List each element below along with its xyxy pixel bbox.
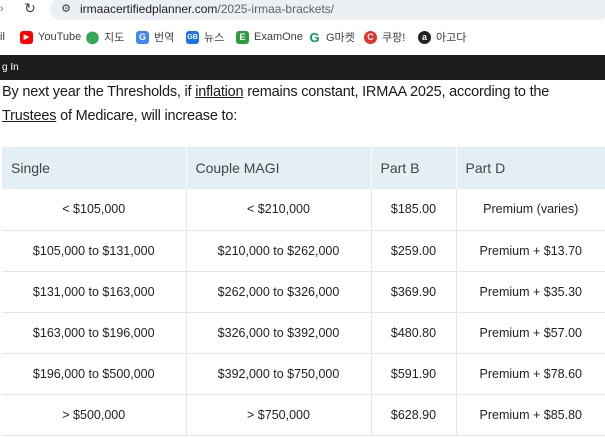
trustees-link[interactable]: Trustees	[2, 108, 57, 124]
header-part-b: Part B	[371, 147, 457, 189]
bookmark-label: G마켓	[326, 32, 355, 44]
cell-couple: $392,000 to $750,000	[186, 353, 372, 395]
intro-text-1: By next year the Thresholds, if	[2, 84, 196, 100]
bookmark-label: 지도	[104, 32, 125, 44]
site-header-bar: g In	[0, 55, 605, 80]
bookmark-map[interactable]: ⬤ 지도	[86, 29, 124, 45]
url-text[interactable]: irmaacertifiedplanner.com/2025-irmaa-bra…	[80, 1, 334, 17]
gmarket-icon: G	[309, 29, 320, 45]
cell-part-d: Premium + $13.70	[456, 230, 605, 272]
cell-part-b: $185.00	[371, 189, 457, 231]
site-info-icon[interactable]: ⚙	[61, 3, 71, 15]
bookmark-agoda[interactable]: a 아고다	[418, 29, 466, 45]
cell-couple: $210,000 to $262,000	[186, 230, 372, 272]
map-pin-icon: ⬤	[85, 30, 100, 44]
bookmarks-bar: il ▶ YouTube ⬤ 지도 G 번역 GB 뉴스 E ExamOne G…	[0, 26, 605, 48]
cell-single: > $500,000	[2, 394, 187, 436]
login-link[interactable]: g In	[2, 62, 19, 73]
cell-part-b: $480.80	[371, 312, 457, 354]
header-single: Single	[2, 147, 187, 189]
cell-part-d: Premium + $85.80	[456, 394, 605, 436]
inflation-link[interactable]: inflation	[195, 84, 244, 100]
cell-part-b: $628.90	[371, 394, 457, 436]
bookmark-news[interactable]: GB 뉴스	[186, 29, 224, 45]
bookmark-youtube[interactable]: ▶ YouTube	[20, 29, 81, 45]
cell-part-d: Premium + $78.60	[456, 353, 605, 395]
bookmark-label: 아고다	[436, 32, 467, 44]
news-icon: GB	[186, 30, 199, 44]
url-domain: irmaacertifiedplanner.com	[80, 2, 218, 16]
bookmark-label: il	[0, 31, 5, 43]
cell-part-b: $591.90	[371, 353, 457, 395]
irmaa-brackets-table: Single Couple MAGI Part B Part D < $105,…	[2, 147, 605, 436]
cell-part-b: $259.00	[371, 230, 457, 272]
address-bar[interactable]: ⚙ irmaacertifiedplanner.com/2025-irmaa-b…	[50, 0, 605, 20]
bookmark-translate[interactable]: G 번역	[136, 29, 174, 45]
cell-couple: > $750,000	[186, 394, 372, 436]
bookmark-label: 번역	[154, 32, 175, 44]
bookmark-label: 쿠팡!	[382, 32, 406, 44]
cell-part-d: Premium + $57.00	[456, 312, 605, 354]
cell-part-d: Premium + $35.30	[456, 271, 605, 313]
intro-paragraph: By next year the Thresholds, if inflatio…	[2, 80, 605, 128]
cell-part-b: $369.90	[371, 271, 457, 313]
cell-single: $163,000 to $196,000	[2, 312, 187, 354]
table-row: $131,000 to $163,000 $262,000 to $326,00…	[2, 271, 605, 313]
intro-text-3: of Medicare, will increase to:	[56, 108, 238, 124]
cell-couple: $326,000 to $392,000	[186, 312, 372, 354]
cell-couple: $262,000 to $326,000	[186, 271, 372, 313]
bookmark-gmarket[interactable]: G G마켓	[308, 29, 355, 45]
coupang-icon: C	[364, 30, 377, 44]
table-row: > $500,000 > $750,000 $628.90 Premium + …	[2, 394, 605, 436]
url-path: /2025-irmaa-brackets/	[217, 2, 335, 16]
bookmark-il[interactable]: il	[0, 29, 5, 45]
cell-single: $105,000 to $131,000	[2, 230, 187, 272]
bookmark-examone[interactable]: E ExamOne	[236, 29, 303, 45]
cell-single: $131,000 to $163,000	[2, 271, 187, 313]
bookmark-label: 뉴스	[204, 32, 225, 44]
youtube-icon: ▶	[20, 30, 33, 44]
table-row: $196,000 to $500,000 $392,000 to $750,00…	[2, 353, 605, 395]
cell-single: < $105,000	[2, 189, 187, 231]
table-header-row: Single Couple MAGI Part B Part D	[2, 147, 605, 189]
table-row: < $105,000 < $210,000 $185.00 Premium (v…	[2, 189, 605, 231]
table-row: $163,000 to $196,000 $326,000 to $392,00…	[2, 312, 605, 354]
reload-icon[interactable]: ↻	[24, 0, 36, 16]
examone-icon: E	[236, 30, 249, 44]
cell-single: $196,000 to $500,000	[2, 353, 187, 395]
header-part-d: Part D	[456, 147, 605, 189]
header-couple-magi: Couple MAGI	[186, 147, 372, 189]
bookmark-label: ExamOne	[254, 31, 303, 43]
bookmark-coupang[interactable]: C 쿠팡!	[364, 29, 405, 45]
intro-text-2: remains constant, IRMAA 2025, according …	[243, 84, 550, 100]
translate-icon: G	[136, 30, 149, 44]
cell-part-d: Premium (varies)	[456, 189, 605, 231]
browser-toolbar: › ↻ ⚙ irmaacertifiedplanner.com/2025-irm…	[0, 0, 605, 20]
agoda-icon: a	[418, 30, 431, 44]
cell-couple: < $210,000	[186, 189, 372, 231]
bookmark-label: YouTube	[38, 31, 82, 43]
forward-icon[interactable]: ›	[0, 3, 4, 15]
table-row: $105,000 to $131,000 $210,000 to $262,00…	[2, 230, 605, 272]
